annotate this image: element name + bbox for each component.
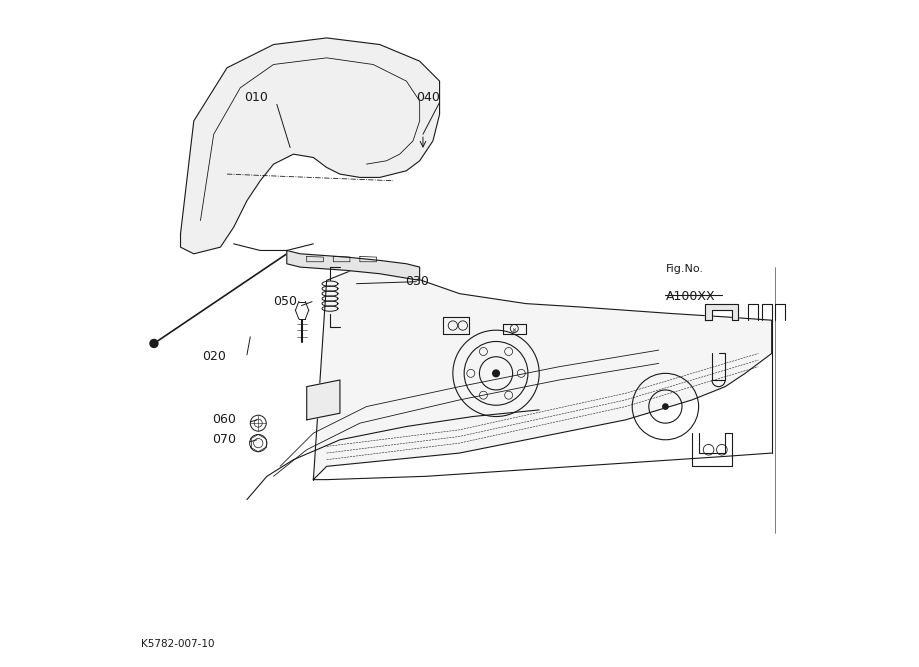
Text: 060: 060 [212, 414, 236, 426]
Text: A100XX: A100XX [665, 290, 715, 303]
Text: 050: 050 [274, 295, 298, 308]
Text: 070: 070 [212, 434, 236, 446]
Circle shape [493, 370, 499, 377]
Text: 030: 030 [405, 275, 429, 288]
Text: W: W [513, 327, 516, 333]
Polygon shape [313, 267, 772, 480]
Text: K5782-007-10: K5782-007-10 [141, 639, 214, 649]
Polygon shape [307, 380, 340, 420]
Polygon shape [287, 251, 420, 280]
Text: 020: 020 [202, 350, 226, 364]
Polygon shape [705, 303, 739, 320]
Text: 010: 010 [244, 91, 267, 104]
Polygon shape [180, 38, 439, 253]
Circle shape [150, 340, 158, 348]
Text: 040: 040 [416, 91, 440, 104]
Text: Fig.No.: Fig.No. [665, 263, 703, 273]
Circle shape [663, 404, 668, 410]
